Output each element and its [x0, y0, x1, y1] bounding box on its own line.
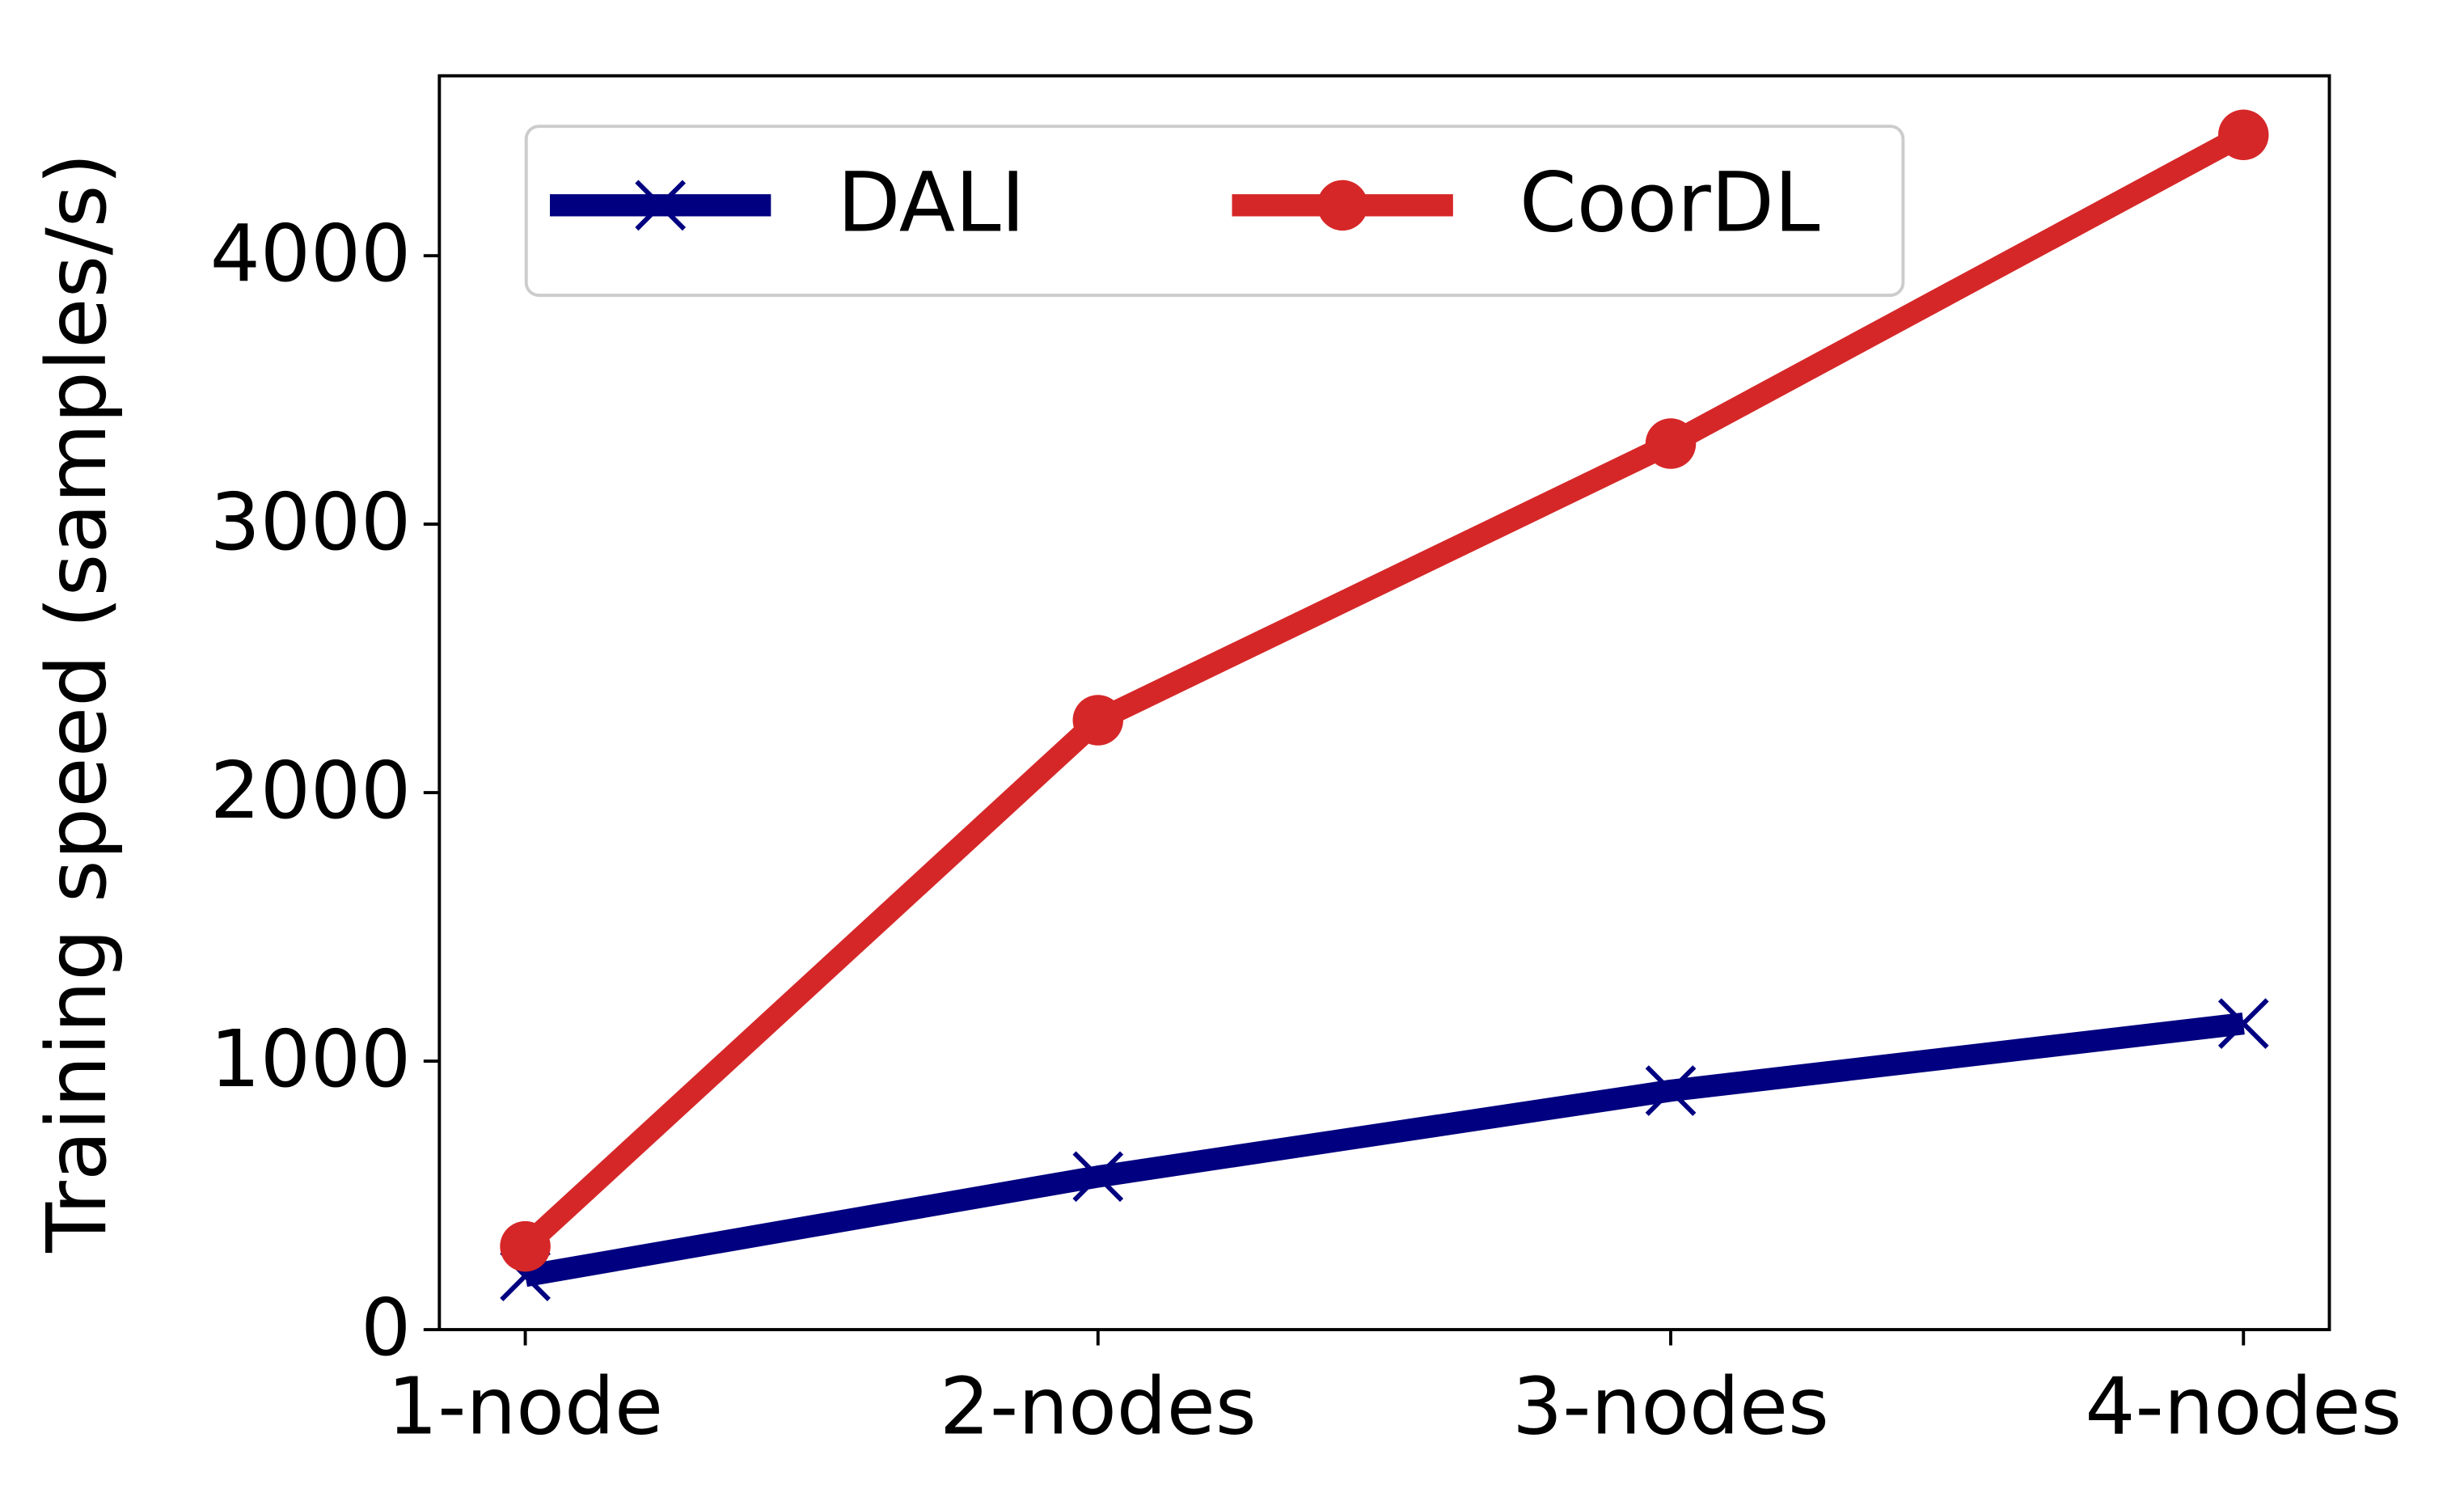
point: [1645, 418, 1697, 469]
legend-label: CoorDL: [1519, 155, 1820, 251]
y-tick-label: 4000: [210, 208, 411, 300]
plot-area: [437, 74, 2331, 1331]
y-tick-label: 0: [361, 1282, 411, 1374]
y-tick-label: 3000: [210, 476, 411, 569]
legend-label: DALI: [837, 155, 1025, 251]
point: [2218, 109, 2269, 160]
legend-marker: [635, 180, 687, 231]
y-axis-label: Training speed (samples/s): [29, 153, 125, 1254]
series-line: [523, 1013, 2245, 1288]
point: [500, 1220, 551, 1272]
x-tick-label: 1-node: [387, 1360, 663, 1453]
point: [2217, 998, 2269, 1049]
x-tick-label: 4-nodes: [2085, 1360, 2402, 1453]
legend-marker: [1317, 180, 1368, 231]
legend-box: [524, 125, 1905, 298]
x-tick-label: 3-nodes: [1512, 1360, 1829, 1453]
y-tick-label: 1000: [210, 1013, 411, 1106]
x-tick-label: 2-nodes: [940, 1360, 1257, 1453]
series-line: [518, 125, 2249, 1255]
point: [1072, 1151, 1124, 1203]
y-tick-label: 2000: [210, 745, 411, 837]
point: [1645, 1065, 1697, 1116]
point: [1072, 695, 1124, 746]
